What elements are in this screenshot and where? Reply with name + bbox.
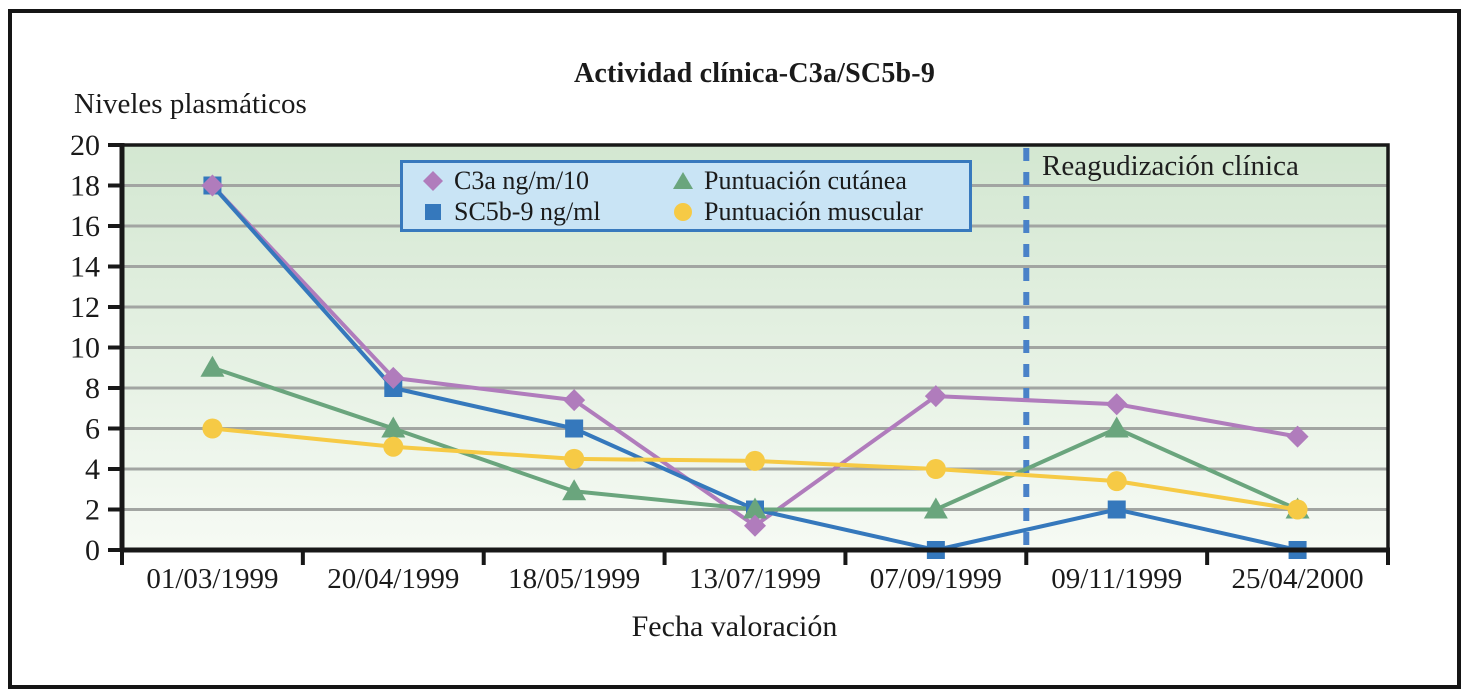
svg-text:20/04/1999: 20/04/1999 — [327, 563, 459, 595]
square-marker-icon — [421, 200, 445, 224]
legend-label: Puntuación cutánea — [704, 165, 907, 195]
x-axis-title: Fecha valoración — [631, 610, 838, 643]
legend-label: SC5b-9 ng/ml — [454, 196, 601, 226]
diamond-marker-icon — [421, 169, 445, 193]
svg-text:07/09/1999: 07/09/1999 — [870, 563, 1002, 595]
triangle-marker-icon — [671, 169, 695, 193]
svg-text:14: 14 — [70, 251, 100, 284]
svg-text:12: 12 — [70, 291, 100, 324]
svg-text:18/05/1999: 18/05/1999 — [508, 563, 640, 595]
legend-item-muscular: Puntuación muscular — [671, 197, 959, 227]
legend-item-c3a: C3a ng/m/10 — [421, 166, 671, 196]
legend-item-sc5b9: SC5b-9 ng/ml — [421, 197, 671, 227]
svg-text:2: 2 — [85, 494, 100, 527]
svg-text:10: 10 — [70, 332, 100, 365]
y-axis-title: Niveles plasmáticos — [74, 88, 307, 120]
svg-text:4: 4 — [85, 453, 100, 486]
svg-text:18: 18 — [70, 170, 100, 203]
vline-annotation-label: Reagudización clínica — [1042, 150, 1299, 182]
svg-text:20: 20 — [70, 129, 100, 162]
legend-box: C3a ng/m/10 SC5b-9 ng/ml Puntuación cutá… — [400, 160, 972, 232]
figure-border — [8, 9, 1461, 689]
svg-text:0: 0 — [85, 534, 100, 567]
legend-label: C3a ng/m/10 — [454, 165, 590, 195]
svg-text:16: 16 — [70, 210, 100, 243]
circle-marker-icon — [671, 200, 695, 224]
svg-text:8: 8 — [85, 372, 100, 405]
legend-item-cutanea: Puntuación cutánea — [671, 166, 959, 196]
svg-text:25/04/2000: 25/04/2000 — [1232, 563, 1364, 595]
svg-text:13/07/1999: 13/07/1999 — [689, 563, 821, 595]
legend-label: Puntuación muscular — [704, 196, 923, 226]
chart-title: Actividad clínica-C3a/SC5b-9 — [573, 58, 936, 89]
svg-text:01/03/1999: 01/03/1999 — [146, 563, 278, 595]
svg-text:09/11/1999: 09/11/1999 — [1051, 563, 1182, 595]
svg-text:6: 6 — [85, 413, 100, 446]
